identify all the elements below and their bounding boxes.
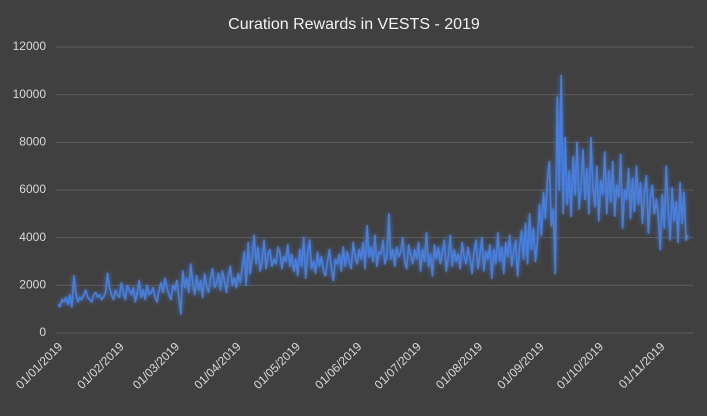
y-tick-label: 6000 — [19, 182, 46, 196]
y-tick-label: 2000 — [19, 278, 46, 292]
y-tick-label: 8000 — [19, 135, 46, 149]
chart-title: Curation Rewards in VESTS - 2019 — [228, 16, 480, 33]
y-tick-label: 4000 — [19, 230, 46, 244]
data-line — [57, 74, 689, 315]
y-tick-label: 10000 — [13, 87, 47, 101]
y-tick-label: 0 — [39, 325, 46, 339]
y-tick-label: 12000 — [13, 39, 47, 53]
